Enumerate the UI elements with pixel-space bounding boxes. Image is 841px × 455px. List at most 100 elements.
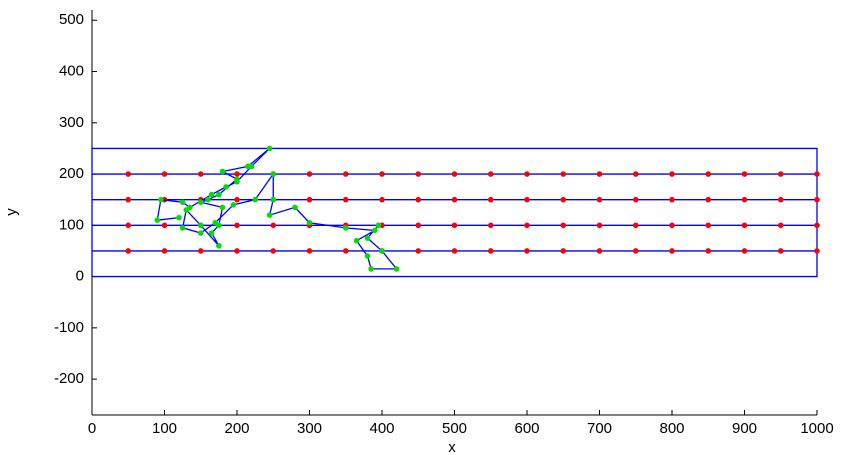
data-point: [560, 222, 567, 229]
data-point: [292, 204, 298, 211]
data-point: [669, 171, 675, 177]
data-point: [161, 171, 168, 177]
x-tick-label: 0: [88, 420, 96, 437]
data-point: [125, 196, 132, 203]
data-point: [814, 248, 820, 254]
data-point: [270, 196, 277, 203]
data-point: [197, 230, 204, 236]
data-point: [245, 163, 251, 170]
data-point: [342, 225, 349, 231]
data-point: [741, 171, 748, 177]
data-point: [306, 248, 313, 254]
data-point: [487, 222, 494, 229]
data-point: [596, 222, 603, 229]
data-point: [596, 196, 603, 203]
y-tick-label: -200: [54, 370, 84, 387]
data-point: [415, 248, 422, 254]
data-point: [197, 222, 204, 229]
data-point: [364, 253, 371, 259]
data-point: [524, 196, 530, 203]
data-point: [741, 222, 748, 229]
data-point: [393, 266, 400, 272]
data-point: [596, 248, 603, 254]
data-point: [234, 176, 240, 182]
data-point: [234, 222, 240, 229]
data-point: [342, 171, 349, 177]
data-point: [669, 248, 675, 254]
y-tick-label: 500: [59, 11, 84, 28]
y-tick-label: 0: [76, 268, 84, 285]
y-tick-label: 200: [59, 165, 84, 182]
data-point: [266, 212, 273, 218]
data-point: [451, 196, 458, 203]
data-point: [208, 230, 215, 236]
data-point: [415, 222, 422, 229]
x-tick-label: 200: [224, 420, 249, 437]
data-point: [632, 196, 639, 203]
y-tick-label: 400: [59, 62, 84, 79]
data-point: [487, 248, 494, 254]
data-point: [705, 222, 712, 229]
data-point: [705, 196, 712, 203]
data-point: [208, 191, 215, 198]
data-point: [451, 222, 458, 229]
data-point: [632, 222, 639, 229]
data-point: [364, 235, 371, 241]
x-tick-label: 900: [732, 420, 757, 437]
data-point: [371, 227, 378, 234]
data-point: [230, 202, 237, 208]
data-point: [270, 171, 277, 177]
data-point: [197, 171, 204, 177]
data-point: [487, 171, 494, 177]
x-tick-label: 600: [514, 420, 539, 437]
data-point: [219, 168, 226, 175]
data-point: [669, 222, 675, 229]
data-point: [632, 171, 639, 177]
data-point: [596, 171, 603, 177]
data-point: [183, 207, 190, 213]
data-point: [216, 191, 222, 198]
data-point: [375, 222, 382, 229]
data-point: [368, 266, 374, 272]
x-tick-label: 500: [442, 420, 467, 437]
data-point: [176, 214, 182, 221]
data-point: [777, 248, 784, 254]
data-point: [270, 222, 277, 229]
data-point: [524, 222, 530, 229]
data-point: [306, 196, 313, 203]
data-point: [234, 248, 240, 254]
data-point: [524, 171, 530, 177]
data-point: [524, 248, 530, 254]
data-point: [777, 222, 784, 229]
data-point: [161, 248, 168, 254]
data-point: [161, 222, 168, 229]
data-point: [560, 171, 567, 177]
data-point: [252, 196, 258, 203]
x-tick-label: 400: [369, 420, 394, 437]
data-point: [814, 171, 820, 177]
data-point: [741, 248, 748, 254]
data-point: [197, 199, 204, 206]
data-point: [234, 196, 240, 203]
x-tick-label: 300: [297, 420, 322, 437]
data-point: [632, 248, 639, 254]
data-point: [705, 248, 712, 254]
x-tick-label: 1000: [800, 420, 833, 437]
series-line: [91, 147, 818, 278]
y-axis-label: y: [3, 208, 20, 216]
data-point: [179, 199, 186, 206]
x-tick-label: 800: [659, 420, 684, 437]
x-axis-label: x: [448, 439, 456, 455]
data-point: [219, 204, 226, 211]
data-point: [342, 196, 349, 203]
data-point: [451, 248, 458, 254]
data-point: [741, 196, 748, 203]
data-point: [234, 171, 240, 177]
data-point: [216, 243, 222, 249]
data-point: [223, 184, 229, 190]
data-point: [212, 219, 219, 226]
data-point: [379, 196, 385, 203]
data-point: [451, 171, 458, 177]
data-point: [205, 196, 211, 203]
